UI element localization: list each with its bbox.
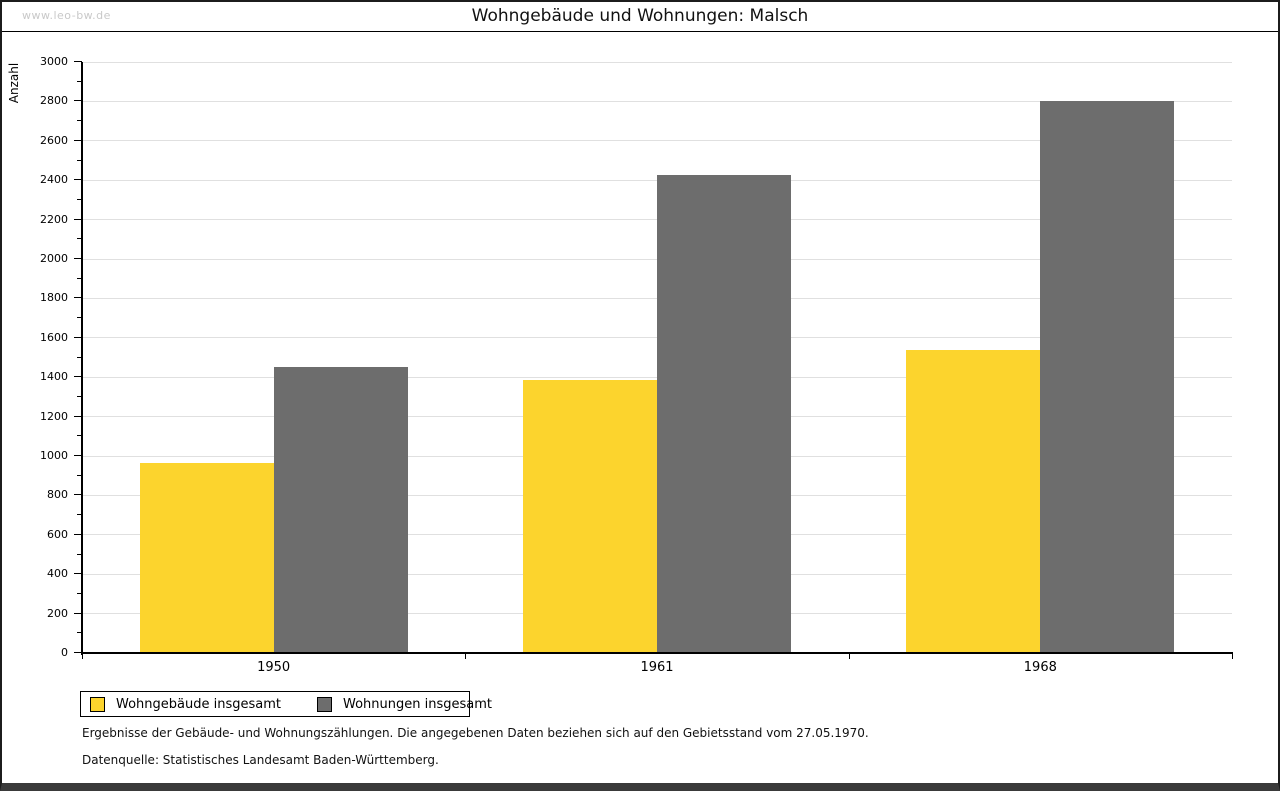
y-tick-minor <box>77 317 82 319</box>
y-axis-tick-label: 1800 <box>40 291 68 305</box>
y-tick-major <box>74 652 82 653</box>
x-axis-category-label: 1950 <box>257 660 291 675</box>
x-axis-category-label: 1968 <box>1023 660 1057 675</box>
y-axis-tick-label: 0 <box>61 646 68 659</box>
x-axis-tick <box>82 654 83 659</box>
y-axis-line <box>81 62 83 655</box>
x-axis-category-label: 1961 <box>640 660 674 675</box>
y-tick-major <box>74 258 82 259</box>
footnote-source-note: Ergebnisse der Gebäude- und Wohnungszähl… <box>82 726 869 740</box>
y-axis-tick-label: 2600 <box>40 133 68 147</box>
y-tick-minor <box>77 553 82 555</box>
legend-label-wohnungen: Wohnungen insgesamt <box>343 696 492 712</box>
y-tick-minor <box>77 356 82 358</box>
y-axis-tick-label: 1400 <box>40 370 68 384</box>
y-tick-minor <box>77 592 82 594</box>
header-band: www.leo-bw.de Wohngebäude und Wohnungen:… <box>2 2 1278 32</box>
gridline <box>82 140 1232 142</box>
y-tick-minor <box>77 238 82 240</box>
x-axis-line <box>81 652 1233 654</box>
legend: Wohngebäude insgesamt Wohnungen insgesam… <box>80 691 492 717</box>
y-tick-major <box>74 612 82 614</box>
bar-wohngebaeude-1968 <box>906 349 1041 653</box>
y-tick-major <box>74 455 82 456</box>
bar-wohngebaeude-1950 <box>139 462 274 653</box>
y-axis-tick-label: 200 <box>47 606 68 620</box>
y-tick-minor <box>77 159 82 161</box>
y-tick-major <box>74 218 82 220</box>
y-tick-major <box>74 61 82 62</box>
x-axis-tick <box>1232 654 1233 659</box>
y-axis-tick-label: 800 <box>47 488 68 502</box>
legend-swatch-wohngebaeude <box>90 696 105 712</box>
y-tick-minor <box>77 514 82 516</box>
y-tick-minor <box>77 80 82 82</box>
y-tick-major <box>74 336 82 338</box>
y-tick-minor <box>77 120 82 122</box>
y-axis-tick-label: 2800 <box>40 94 68 108</box>
y-tick-major <box>74 494 82 496</box>
gridline <box>82 100 1232 102</box>
y-axis-tick-label: 2000 <box>40 252 68 265</box>
y-axis-tick-label: 2200 <box>40 212 68 226</box>
y-tick-major <box>74 179 82 181</box>
bar-wohnungen-1950 <box>273 367 408 653</box>
y-tick-minor <box>77 474 82 476</box>
x-axis-tick <box>465 654 467 659</box>
legend-label-wohngebaeude: Wohngebäude insgesamt <box>116 696 281 712</box>
watermark-url: www.leo-bw.de <box>22 9 111 22</box>
y-axis-tick-label: 1200 <box>40 409 68 423</box>
legend-item-wohnungen: Wohnungen insgesamt <box>308 696 492 712</box>
y-axis-tick-label: 1600 <box>40 330 68 344</box>
y-tick-minor <box>77 198 82 200</box>
bar-wohnungen-1961 <box>657 175 791 653</box>
y-tick-major <box>74 139 82 141</box>
y-axis-tick-label: 400 <box>47 567 68 581</box>
y-tick-major <box>74 376 82 378</box>
y-axis-tick-label: 2400 <box>40 173 68 187</box>
chart-title: Wohngebäude und Wohnungen: Malsch <box>471 6 809 26</box>
y-tick-major <box>74 100 82 102</box>
y-axis-tick-label: 600 <box>47 527 68 541</box>
y-tick-major <box>74 415 82 417</box>
y-axis-tick-label: 1000 <box>40 449 68 462</box>
legend-item-wohngebaeude: Wohngebäude insgesamt <box>81 696 281 712</box>
x-axis-tick <box>848 654 850 659</box>
y-tick-minor <box>77 632 82 634</box>
gridline <box>82 61 1232 63</box>
y-tick-minor <box>77 435 82 437</box>
bar-wohngebaeude-1961 <box>523 380 657 653</box>
y-tick-minor <box>77 277 82 279</box>
legend-swatch-wohnungen <box>317 696 332 712</box>
footnote-data-source: Datenquelle: Statistisches Landesamt Bad… <box>82 753 439 767</box>
y-tick-major <box>74 297 82 299</box>
y-tick-major <box>74 573 82 575</box>
y-tick-minor <box>77 395 82 397</box>
bar-wohnungen-1968 <box>1040 101 1175 653</box>
y-axis-tick-label: 3000 <box>40 55 68 68</box>
y-tick-major <box>74 533 82 535</box>
